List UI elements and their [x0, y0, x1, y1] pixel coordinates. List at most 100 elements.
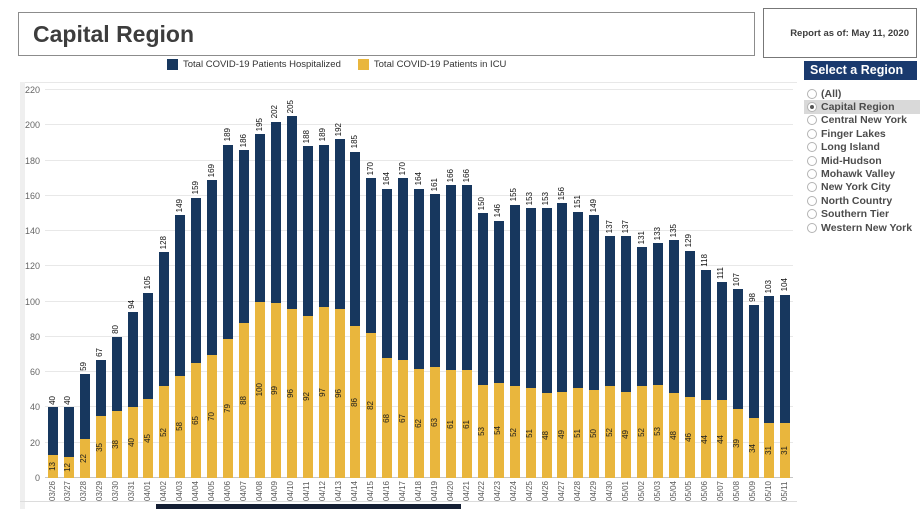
icu-segment[interactable]: 62: [414, 368, 425, 478]
region-option[interactable]: Mohawk Valley: [804, 167, 920, 180]
region-option[interactable]: New York City: [804, 181, 920, 194]
icu-segment[interactable]: 92: [302, 315, 313, 478]
icu-segment[interactable]: 22: [79, 439, 90, 478]
hospitalized-bar[interactable]: 67 35: [95, 348, 106, 478]
icu-segment[interactable]: 44: [700, 400, 711, 478]
icu-segment[interactable]: 39: [732, 409, 743, 478]
hospitalized-bar[interactable]: 129 46: [684, 234, 695, 478]
icu-segment[interactable]: 38: [111, 410, 122, 478]
icu-segment[interactable]: 49: [621, 391, 632, 478]
icu-segment[interactable]: 31: [780, 423, 791, 478]
hospitalized-bar[interactable]: 149 50: [589, 199, 600, 478]
icu-segment[interactable]: 13: [48, 455, 58, 478]
icu-segment[interactable]: 46: [684, 396, 695, 478]
region-option[interactable]: Long Island: [804, 141, 920, 154]
icu-segment[interactable]: 54: [493, 382, 504, 478]
radio-icon[interactable]: [807, 102, 817, 113]
region-option[interactable]: Finger Lakes: [804, 127, 920, 140]
icu-segment[interactable]: 97: [318, 306, 329, 478]
hospitalized-bar[interactable]: 166 61: [462, 169, 472, 478]
icu-segment[interactable]: 61: [446, 370, 456, 478]
hospitalized-bar[interactable]: 153 48: [541, 192, 552, 478]
icu-segment[interactable]: 53: [653, 384, 663, 478]
icu-segment[interactable]: 35: [95, 416, 106, 478]
hospitalized-bar[interactable]: 104 31: [780, 278, 791, 478]
hospitalized-bar[interactable]: 205 96: [286, 100, 297, 478]
icu-segment[interactable]: 100: [255, 301, 265, 478]
hospitalized-bar[interactable]: 137 52: [605, 220, 616, 478]
icu-segment[interactable]: 88: [239, 322, 250, 478]
region-option[interactable]: Central New York: [804, 114, 920, 127]
hospitalized-bar[interactable]: 80 38: [111, 325, 122, 478]
icu-segment[interactable]: 40: [127, 407, 138, 478]
radio-icon[interactable]: [807, 195, 817, 206]
icu-segment[interactable]: 99: [270, 303, 281, 478]
region-option[interactable]: (All): [804, 87, 920, 100]
hospitalized-bar[interactable]: 170 67: [398, 162, 409, 478]
icu-segment[interactable]: 45: [143, 398, 154, 478]
hospitalized-bar[interactable]: 155 52: [509, 188, 520, 478]
hospitalized-bar[interactable]: 146 54: [493, 204, 504, 478]
hospitalized-bar[interactable]: 159 65: [191, 181, 202, 478]
radio-icon[interactable]: [807, 128, 817, 139]
hospitalized-bar[interactable]: 170 82: [366, 162, 377, 478]
icu-segment[interactable]: 70: [207, 354, 218, 478]
hospitalized-bar[interactable]: 185 86: [350, 135, 361, 478]
icu-segment[interactable]: 48: [541, 393, 552, 478]
hospitalized-bar[interactable]: 151 51: [573, 195, 584, 478]
icu-segment[interactable]: 31: [764, 423, 775, 478]
icu-segment[interactable]: 86: [350, 326, 361, 478]
hospitalized-bar[interactable]: 189 79: [223, 128, 234, 478]
icu-segment[interactable]: 51: [525, 388, 536, 478]
hospitalized-bar[interactable]: 164 68: [382, 172, 393, 478]
radio-icon[interactable]: [807, 115, 817, 126]
icu-segment[interactable]: 67: [398, 359, 409, 478]
hospitalized-bar[interactable]: 150 53: [477, 197, 488, 478]
hospitalized-bar[interactable]: 166 61: [446, 169, 456, 478]
icu-segment[interactable]: 82: [366, 333, 377, 478]
hospitalized-bar[interactable]: 103 31: [764, 280, 775, 478]
icu-segment[interactable]: 50: [589, 389, 600, 478]
icu-segment[interactable]: 96: [286, 308, 297, 478]
hospitalized-bar[interactable]: 164 62: [414, 172, 425, 478]
hospitalized-bar[interactable]: 98 34: [748, 293, 759, 478]
icu-segment[interactable]: 96: [334, 308, 345, 478]
hospitalized-bar[interactable]: 186 88: [239, 134, 250, 478]
radio-icon[interactable]: [807, 88, 817, 99]
hospitalized-bar[interactable]: 40 12: [63, 396, 74, 478]
region-option[interactable]: North Country: [804, 194, 920, 207]
hospitalized-bar[interactable]: 192 96: [334, 123, 345, 478]
hospitalized-bar[interactable]: 156 49: [557, 187, 568, 478]
radio-icon[interactable]: [807, 142, 817, 153]
icu-segment[interactable]: 68: [382, 358, 393, 478]
icu-segment[interactable]: 61: [462, 370, 472, 478]
icu-segment[interactable]: 52: [605, 386, 616, 478]
hospitalized-bar[interactable]: 94 40: [127, 300, 138, 478]
icu-segment[interactable]: 79: [223, 338, 234, 478]
hospitalized-bar[interactable]: 59 22: [79, 362, 90, 478]
hospitalized-bar[interactable]: 161 63: [430, 178, 441, 478]
hospitalized-bar[interactable]: 195 100: [255, 118, 265, 478]
icu-segment[interactable]: 58: [175, 375, 186, 478]
radio-icon[interactable]: [807, 182, 817, 193]
icu-segment[interactable]: 52: [159, 386, 170, 478]
region-option[interactable]: Mid-Hudson: [804, 154, 920, 167]
icu-segment[interactable]: 51: [573, 388, 584, 478]
icu-segment[interactable]: 48: [669, 393, 679, 478]
icu-segment[interactable]: 52: [509, 386, 520, 478]
hospitalized-bar[interactable]: 188 92: [302, 130, 313, 478]
hospitalized-bar[interactable]: 202 99: [270, 105, 281, 478]
hospitalized-bar[interactable]: 133 53: [653, 227, 663, 478]
hospitalized-bar[interactable]: 169 70: [207, 164, 218, 478]
radio-icon[interactable]: [807, 209, 817, 220]
hospitalized-bar[interactable]: 107 39: [732, 273, 743, 478]
icu-segment[interactable]: 65: [191, 363, 202, 478]
hospitalized-bar[interactable]: 153 51: [525, 192, 536, 478]
hospitalized-bar[interactable]: 128 52: [159, 236, 170, 478]
hospitalized-bar[interactable]: 105 45: [143, 276, 154, 478]
hospitalized-bar[interactable]: 40 13: [48, 396, 58, 478]
icu-segment[interactable]: 52: [637, 386, 648, 478]
radio-icon[interactable]: [807, 169, 817, 180]
icu-segment[interactable]: 34: [748, 418, 759, 478]
hospitalized-bar[interactable]: 189 97: [318, 128, 329, 478]
